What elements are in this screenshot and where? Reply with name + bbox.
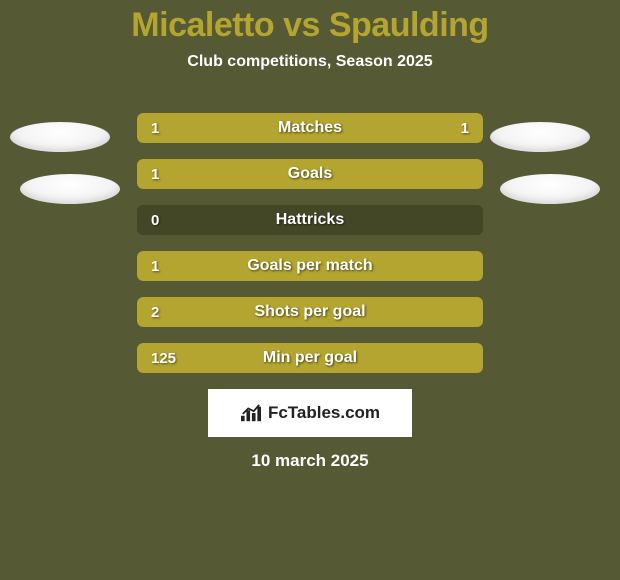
stat-value-left: 1	[151, 113, 159, 143]
stat-value-left: 125	[151, 343, 176, 373]
stat-label: Matches	[137, 113, 483, 143]
stat-rows: Matches11Goals1Hattricks0Goals per match…	[0, 113, 620, 373]
stat-value-right: 1	[461, 113, 469, 143]
stat-value-left: 1	[151, 251, 159, 281]
stat-row: Shots per goal2	[137, 297, 483, 327]
stat-label: Shots per goal	[137, 297, 483, 327]
stat-value-left: 1	[151, 159, 159, 189]
stat-row: Hattricks0	[137, 205, 483, 235]
avatar-right-1	[500, 174, 600, 204]
avatar-left-1	[20, 174, 120, 204]
stat-row: Goals1	[137, 159, 483, 189]
page-title: Micaletto vs Spaulding	[0, 0, 620, 45]
stats-container: Matches11Goals1Hattricks0Goals per match…	[0, 113, 620, 373]
stat-label: Min per goal	[137, 343, 483, 373]
stat-value-left: 2	[151, 297, 159, 327]
stat-label: Hattricks	[137, 205, 483, 235]
logo-text: FcTables.com	[268, 403, 380, 423]
avatar-left-0	[10, 122, 110, 152]
stat-label: Goals	[137, 159, 483, 189]
logo-box: FcTables.com	[208, 389, 412, 437]
stat-row: Goals per match1	[137, 251, 483, 281]
date-label: 10 march 2025	[0, 451, 620, 471]
stat-row: Matches1 1	[137, 113, 483, 143]
avatar-right-0	[490, 122, 590, 152]
barchart-icon	[240, 403, 262, 423]
subtitle: Club competitions, Season 2025	[0, 53, 620, 71]
stat-value-left: 0	[151, 205, 159, 235]
stat-row: Min per goal125	[137, 343, 483, 373]
stat-label: Goals per match	[137, 251, 483, 281]
